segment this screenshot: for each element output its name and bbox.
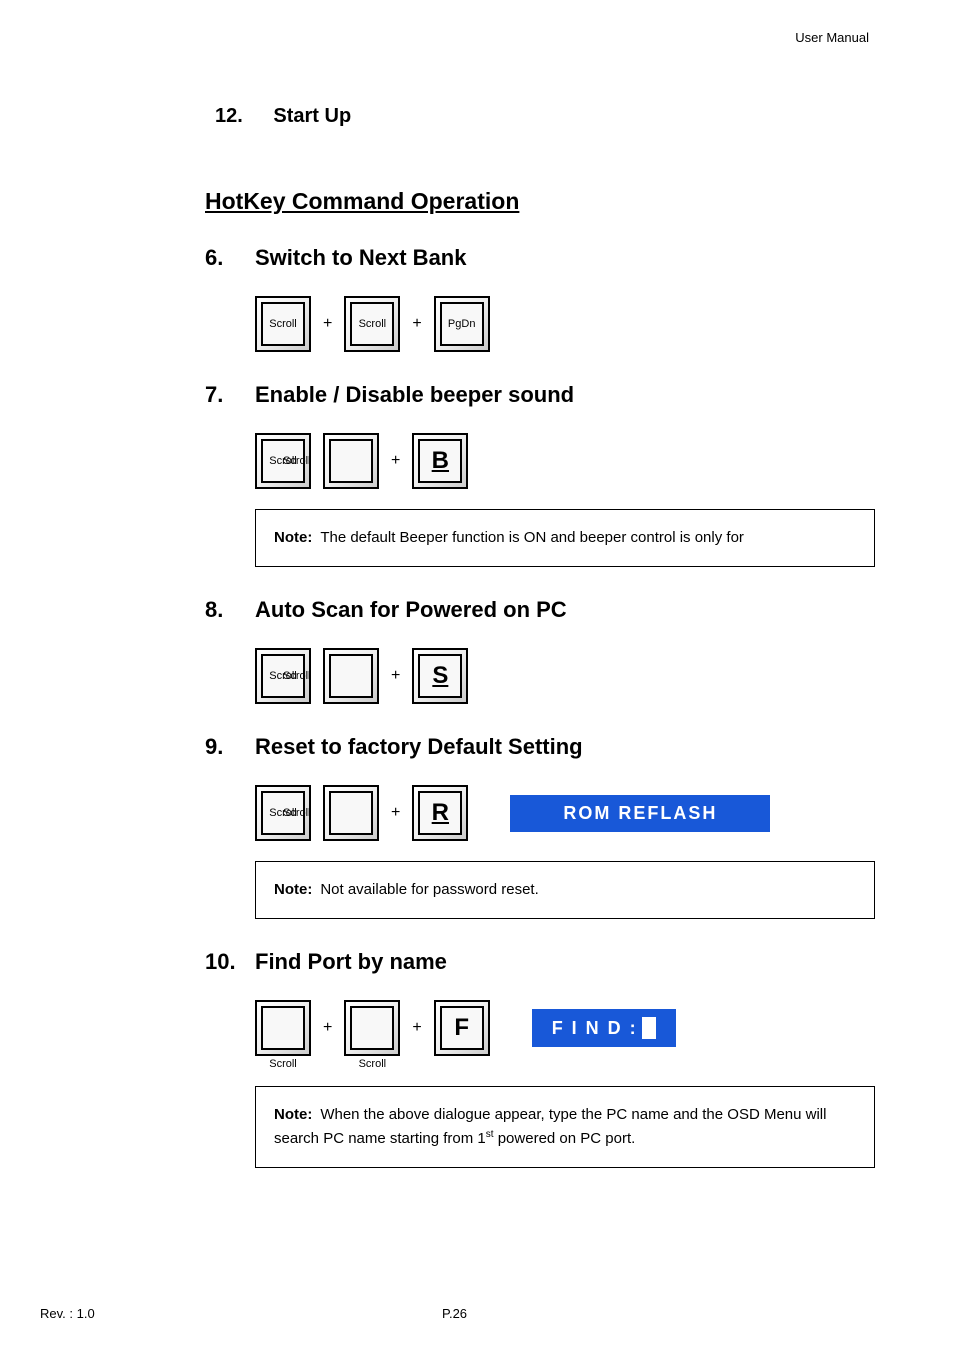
plus-icon: + xyxy=(323,1019,332,1037)
section-10-number: 10. xyxy=(205,949,255,975)
main-heading: HotKey Command Operation xyxy=(205,188,869,215)
plus-icon: + xyxy=(412,1019,421,1037)
section-10-title: 10.Find Port by name xyxy=(205,949,869,975)
r-key: R xyxy=(412,785,468,841)
section-7-keyrow: Scroll Scroll + B xyxy=(255,433,869,489)
note-superscript: st xyxy=(486,1129,494,1140)
section-6: 6.Switch to Next Bank Scroll + Scroll + … xyxy=(205,245,869,352)
scroll-key: Scroll xyxy=(323,648,379,704)
b-key: B xyxy=(412,433,468,489)
f-key: F xyxy=(434,1000,490,1056)
plus-icon: + xyxy=(391,804,400,822)
footer-revision: Rev. : 1.0 xyxy=(40,1306,95,1321)
footer-page: P.26 xyxy=(442,1306,467,1321)
rom-reflash-badge: ROM REFLASH xyxy=(510,795,770,832)
note-label: Note: xyxy=(274,529,312,546)
cursor-icon xyxy=(642,1017,656,1039)
note-text: Not available for password reset. xyxy=(320,881,538,898)
section-9-number: 9. xyxy=(205,734,255,760)
scroll-key: Scroll xyxy=(344,1000,400,1056)
startup-title: Start Up xyxy=(273,105,351,127)
footer: Rev. : 1.0 P.26 xyxy=(40,1306,869,1321)
pgdn-key: PgDn xyxy=(434,296,490,352)
scroll-key: Scroll xyxy=(323,433,379,489)
scroll-key: Scroll xyxy=(344,296,400,352)
section-6-number: 6. xyxy=(205,245,255,271)
scroll-key: Scroll xyxy=(255,1000,311,1056)
note-text: The default Beeper function is ON and be… xyxy=(320,529,744,546)
note-label: Note: xyxy=(274,1106,312,1123)
section-7-text: Enable / Disable beeper sound xyxy=(255,382,574,407)
find-badge-text: F I N D : xyxy=(552,1018,638,1039)
note-text-2: powered on PC port. xyxy=(494,1130,636,1147)
startup-heading: 12. Start Up xyxy=(215,105,869,128)
find-badge: F I N D : xyxy=(532,1009,676,1047)
section-8-number: 8. xyxy=(205,597,255,623)
section-7-title: 7.Enable / Disable beeper sound xyxy=(205,382,869,408)
scroll-key: Scroll xyxy=(323,785,379,841)
startup-number: 12. xyxy=(215,105,243,127)
section-8-text: Auto Scan for Powered on PC xyxy=(255,597,567,622)
section-7-note: Note: The default Beeper function is ON a… xyxy=(255,509,875,567)
section-10-keyrow: Scroll + Scroll + F F I N D : xyxy=(255,1000,869,1056)
section-8-keyrow: Scroll Scroll + S xyxy=(255,648,869,704)
section-6-title: 6.Switch to Next Bank xyxy=(205,245,869,271)
section-6-keyrow: Scroll + Scroll + PgDn xyxy=(255,296,869,352)
section-10-note: Note:When the above dialogue appear, typ… xyxy=(255,1086,875,1168)
s-key: S xyxy=(412,648,468,704)
section-6-text: Switch to Next Bank xyxy=(255,245,466,270)
page: User Manual 12. Start Up HotKey Command … xyxy=(0,0,954,1351)
section-7-number: 7. xyxy=(205,382,255,408)
header-right: User Manual xyxy=(85,30,869,45)
section-7: 7.Enable / Disable beeper sound Scroll S… xyxy=(205,382,869,567)
plus-icon: + xyxy=(391,452,400,470)
section-9: 9.Reset to factory Default Setting Scrol… xyxy=(205,734,869,919)
section-10: 10.Find Port by name Scroll + Scroll + F… xyxy=(205,949,869,1168)
section-9-note: Note: Not available for password reset. xyxy=(255,861,875,919)
plus-icon: + xyxy=(412,315,421,333)
plus-icon: + xyxy=(391,667,400,685)
scroll-key: Scroll xyxy=(255,296,311,352)
section-10-text: Find Port by name xyxy=(255,949,447,974)
section-9-keyrow: Scroll Scroll + R ROM REFLASH xyxy=(255,785,869,841)
plus-icon: + xyxy=(323,315,332,333)
section-9-title: 9.Reset to factory Default Setting xyxy=(205,734,869,760)
section-9-text: Reset to factory Default Setting xyxy=(255,734,583,759)
section-8: 8.Auto Scan for Powered on PC Scroll Scr… xyxy=(205,597,869,704)
note-label: Note: xyxy=(274,881,312,898)
section-8-title: 8.Auto Scan for Powered on PC xyxy=(205,597,869,623)
